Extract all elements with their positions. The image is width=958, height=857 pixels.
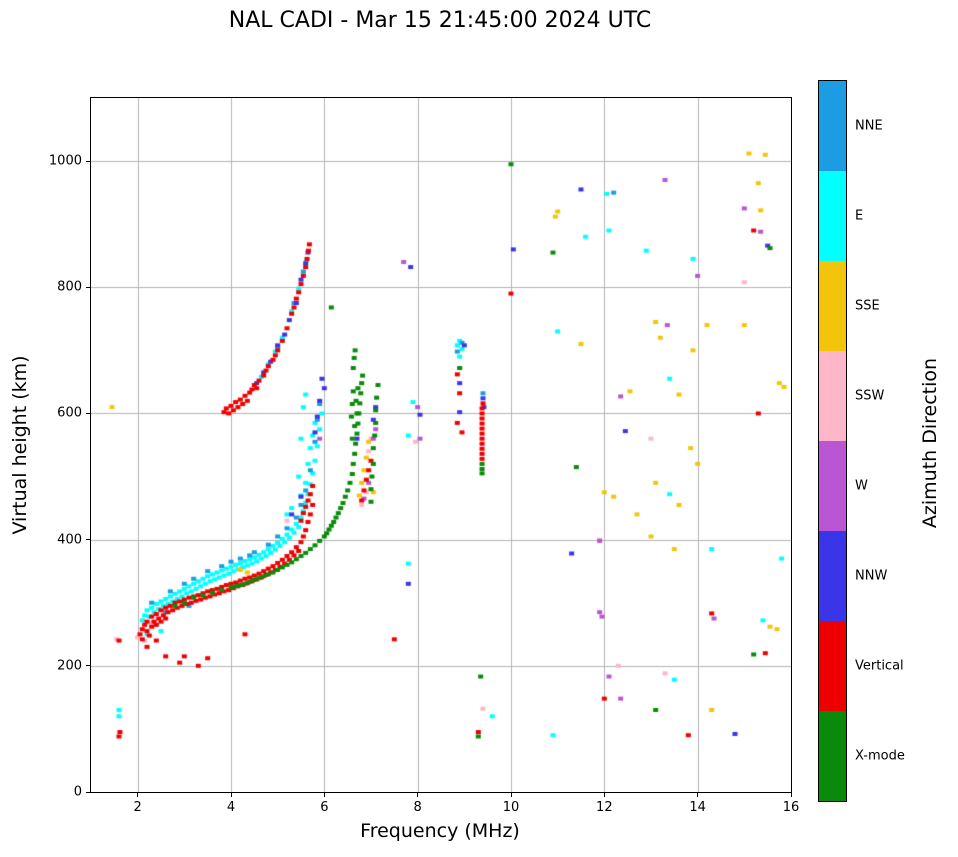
colorbar-segment-ssw xyxy=(819,351,846,441)
y-tick-label: 800 xyxy=(57,279,82,295)
x-tick-label: 12 xyxy=(596,800,613,815)
colorbar-label-sse: SSE xyxy=(855,298,880,314)
x-tick-mark xyxy=(230,793,232,797)
x-axis-label: Frequency (MHz) xyxy=(360,820,520,842)
y-tick-label: 1000 xyxy=(48,153,82,169)
x-tick-mark xyxy=(603,793,605,797)
x-tick-label: 2 xyxy=(133,800,142,815)
x-tick-label: 10 xyxy=(502,800,520,815)
x-tick-mark xyxy=(510,793,512,797)
colorbar-segment-x-mode xyxy=(819,711,846,801)
colorbar-label-e: E xyxy=(855,208,864,224)
colorbar-label-x-mode: X-mode xyxy=(855,748,905,764)
y-tick-mark xyxy=(86,286,90,288)
colorbar-title: Azimuth Direction xyxy=(919,357,941,529)
colorbar-label-vertical: Vertical xyxy=(855,658,904,674)
y-tick-label: 400 xyxy=(57,532,82,548)
y-tick-mark xyxy=(86,412,90,414)
x-tick-label: 14 xyxy=(689,800,706,815)
y-tick-mark xyxy=(86,539,90,541)
x-tick-mark xyxy=(417,793,419,797)
colorbar-label-w: W xyxy=(855,478,868,494)
x-tick-label: 16 xyxy=(782,800,800,815)
colorbar-label-nnw: NNW xyxy=(855,568,888,584)
x-tick-label: 8 xyxy=(413,800,422,815)
colorbar-segment-sse xyxy=(819,261,846,351)
y-tick-label: 0 xyxy=(73,784,82,800)
x-tick-mark xyxy=(323,793,325,797)
colorbar-label-nne: NNE xyxy=(855,118,883,134)
x-tick-mark xyxy=(137,793,139,797)
y-tick-mark xyxy=(86,665,90,667)
y-tick-label: 200 xyxy=(57,658,82,674)
plot-area xyxy=(90,97,792,793)
x-tick-label: 4 xyxy=(226,800,236,815)
colorbar xyxy=(818,80,847,802)
colorbar-label-ssw: SSW xyxy=(855,388,885,404)
y-tick-mark xyxy=(86,160,90,162)
x-tick-label: 6 xyxy=(320,800,329,815)
y-axis-label: Virtual height (km) xyxy=(9,355,31,535)
y-tick-mark xyxy=(86,791,90,793)
chart-title: NAL CADI - Mar 15 21:45:00 2024 UTC xyxy=(228,8,652,33)
x-tick-mark xyxy=(697,793,699,797)
colorbar-segment-e xyxy=(819,171,846,261)
colorbar-segment-nne xyxy=(819,81,846,171)
colorbar-segment-nnw xyxy=(819,531,846,621)
ionogram-canvas xyxy=(91,98,791,792)
x-tick-mark xyxy=(790,793,792,797)
y-tick-label: 600 xyxy=(57,405,82,421)
colorbar-segment-w xyxy=(819,441,846,531)
colorbar-segment-vertical xyxy=(819,621,846,711)
